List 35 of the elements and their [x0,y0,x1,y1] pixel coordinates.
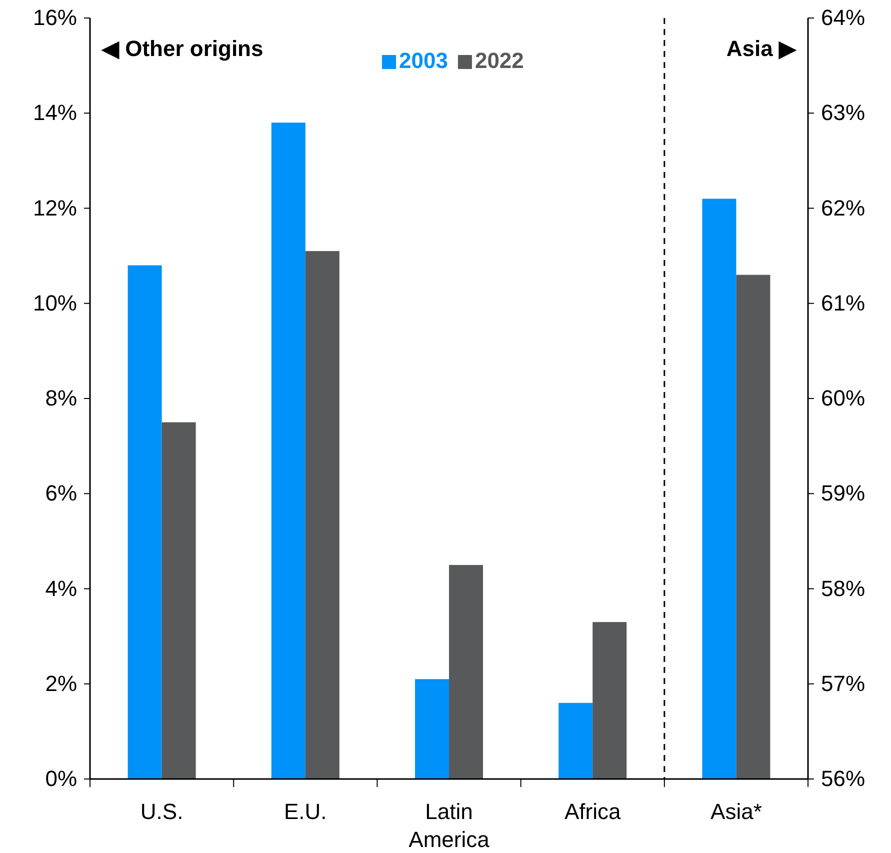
bar [128,265,162,779]
annotation: Asia ▶ [726,36,797,61]
y2-tick-label: 64% [821,5,866,30]
bar [592,622,627,779]
y2-tick-label: 60% [821,386,866,411]
bar [271,122,306,779]
y2-tick-label: 56% [821,766,866,792]
bar [305,251,340,779]
y2-tick-label: 61% [821,290,866,316]
y2-tick-label: 57% [821,670,866,696]
x-tick-label: Latin America [408,799,490,852]
y2-tick-label: 58% [821,576,866,601]
y2-tick-label: 63% [821,100,866,126]
legend-label: 2022 [474,48,524,73]
bar [415,679,449,779]
y2-tick-label: 59% [821,480,866,506]
x-tick-label: Africa [564,799,622,824]
y2-tick-label: 62% [821,195,866,220]
x-tick-label: U.S. [140,799,184,824]
y-tick-label: 16% [32,5,77,30]
y-tick-label: 2% [45,670,77,696]
legend-label: 2003 [399,48,448,73]
bar [558,702,593,779]
x-tick-label: Asia* [710,799,762,824]
bar [162,422,196,779]
y-tick-label: 12% [32,195,77,220]
y-tick-label: 14% [32,100,77,126]
y-tick-label: 6% [45,480,77,506]
x-tick-label: E.U. [284,799,327,824]
y-tick-label: 4% [45,576,77,601]
y-tick-label: 10% [32,290,77,316]
y-tick-label: 8% [45,386,77,411]
bar [449,564,483,779]
annotation: ◀ Other origins [101,36,264,61]
y-tick-label: 0% [45,766,77,792]
